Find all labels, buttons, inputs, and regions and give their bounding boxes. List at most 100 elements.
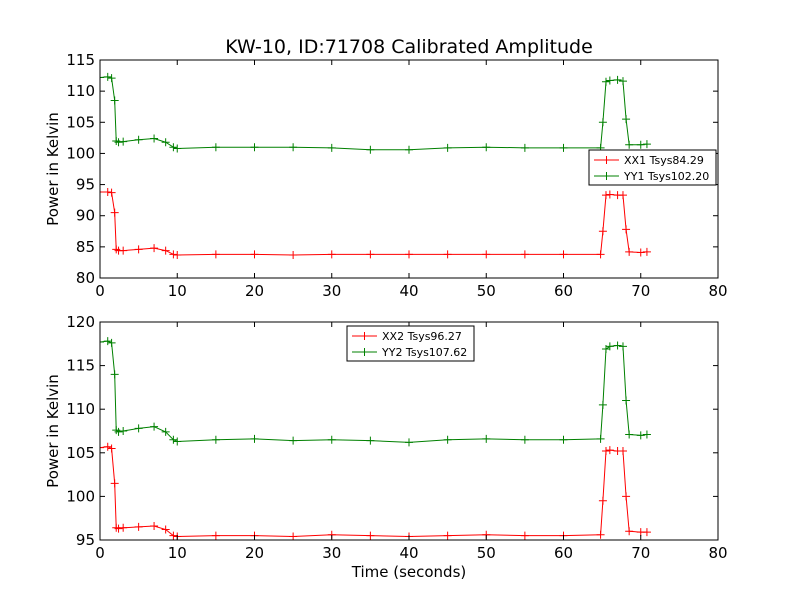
data-point-1-18 <box>405 250 413 259</box>
data-point-1-8 <box>134 245 143 254</box>
y-tick-label: 110 <box>66 82 95 100</box>
x-tick-label: 50 <box>477 544 496 562</box>
data-point-2-8 <box>134 135 143 144</box>
data-point-2-3 <box>107 74 116 83</box>
x-tick-label: 80 <box>708 544 727 562</box>
x-tick-label: 30 <box>322 282 341 300</box>
data-point-2-18 <box>405 145 413 154</box>
data-point-1-11 <box>169 531 178 540</box>
data-point-2-19 <box>443 143 452 152</box>
data-point-1-3 <box>107 444 116 453</box>
data-point-2-4 <box>110 96 119 105</box>
data-point-1-26 <box>605 446 614 455</box>
data-point-1-10 <box>161 525 170 534</box>
data-point-2-9 <box>150 134 159 143</box>
data-point-1-24 <box>598 227 607 236</box>
data-point-1-4 <box>110 208 119 217</box>
data-point-1-6 <box>114 524 123 533</box>
plot-area <box>100 72 651 259</box>
data-point-2-4 <box>110 370 119 379</box>
legend-label: XX2 Tsys96.27 <box>382 330 462 343</box>
legend-box <box>346 325 475 362</box>
x-tick-label: 40 <box>399 544 418 562</box>
data-point-2-16 <box>327 435 336 444</box>
data-point-1-16 <box>327 250 336 259</box>
data-point-1-30 <box>625 527 634 536</box>
data-point-2-29 <box>622 396 631 405</box>
subplot-2: 0 10 20 30 40 50 60 70 80 95 100 105 110 115 120 Power … <box>44 313 728 581</box>
data-point-2-12 <box>173 144 182 153</box>
data-point-1-32 <box>642 528 651 537</box>
data-point-1-17 <box>366 250 375 259</box>
data-point-2-32 <box>642 140 651 149</box>
data-point-1-13 <box>211 250 220 259</box>
data-point-1-21 <box>520 250 529 259</box>
legend: XX2 Tsys96.27 YY2 Tsys107.62 <box>346 325 475 362</box>
data-point-2-2 <box>103 337 112 346</box>
data-point-2-9 <box>150 422 159 431</box>
data-point-1-29 <box>622 225 631 234</box>
legend-label: XX1 Tsys84.29 <box>624 154 704 167</box>
data-point-2-24 <box>598 118 607 127</box>
data-point-2-19 <box>443 435 452 444</box>
data-point-1-8 <box>134 522 143 531</box>
data-point-2-6 <box>114 427 123 436</box>
x-tick-label: 10 <box>168 282 187 300</box>
data-point-2-12 <box>173 437 182 446</box>
data-point-2-15 <box>289 143 298 152</box>
data-point-2-11 <box>169 435 178 444</box>
data-point-2-28 <box>618 342 627 351</box>
data-point-1-32 <box>642 247 651 256</box>
data-point-2-28 <box>618 77 627 86</box>
x-tick-label: 70 <box>631 282 650 300</box>
x-axis-label: Time (seconds) <box>351 563 467 581</box>
data-point-1-9 <box>150 522 159 531</box>
y-tick-label: 95 <box>76 176 95 194</box>
data-point-1-10 <box>161 246 170 255</box>
series-line-1 <box>100 191 647 256</box>
data-point-2-32 <box>642 430 651 439</box>
data-point-1-19 <box>443 250 452 259</box>
data-point-2-20 <box>482 434 491 443</box>
data-point-2-8 <box>134 424 143 433</box>
data-point-2-2 <box>103 72 112 81</box>
data-point-2-17 <box>366 145 375 154</box>
data-point-1-7 <box>119 246 128 255</box>
data-point-1-11 <box>169 250 178 259</box>
data-point-1-28 <box>618 447 627 456</box>
data-point-2-7 <box>119 427 128 435</box>
data-point-1-22 <box>559 250 568 259</box>
data-point-2-1 <box>100 338 104 347</box>
legend: XX1 Tsys84.29 YY1 Tsys102.20 <box>588 149 717 186</box>
x-tick-label: 60 <box>554 282 573 300</box>
data-point-1-9 <box>150 244 159 253</box>
x-tick-label: 0 <box>95 544 105 562</box>
x-tick-label: 20 <box>245 282 264 300</box>
data-point-2-10 <box>161 138 170 147</box>
data-point-1-25 <box>601 447 610 456</box>
data-point-2-25 <box>601 77 610 86</box>
data-point-2-16 <box>327 143 336 152</box>
y-tick-label: 110 <box>66 400 95 418</box>
data-point-1-3 <box>107 188 116 197</box>
subplot-1: KW-10, ID:71708 Calibrated Amplitude 0 10 2… <box>44 36 728 300</box>
chart-title: KW-10, ID:71708 Calibrated Amplitude <box>225 36 593 58</box>
data-point-2-24 <box>598 400 607 409</box>
data-point-2-21 <box>520 143 529 152</box>
y-tick-label: 100 <box>66 144 95 162</box>
legend-label: YY2 Tsys107.62 <box>381 346 467 359</box>
data-point-2-3 <box>107 338 116 347</box>
data-point-2-27 <box>613 341 622 350</box>
x-tick-label: 30 <box>322 544 341 562</box>
data-point-1-31 <box>636 248 645 257</box>
y-axis-label: Power in Kelvin <box>44 374 62 488</box>
data-point-1-15 <box>289 532 298 540</box>
data-point-1-19 <box>443 531 452 540</box>
data-point-2-30 <box>625 430 634 439</box>
data-point-2-17 <box>366 436 375 445</box>
y-tick-label: 90 <box>76 207 95 225</box>
data-point-2-31 <box>636 140 645 149</box>
y-tick-label: 95 <box>76 531 95 549</box>
